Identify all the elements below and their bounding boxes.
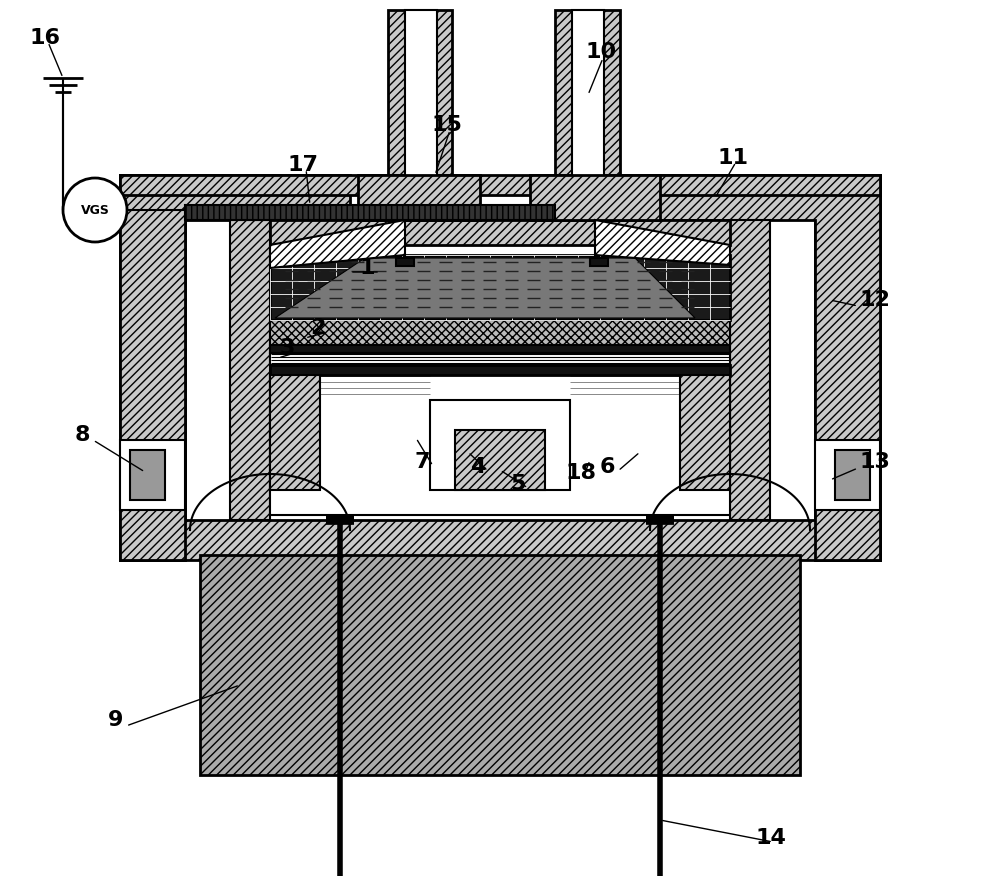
Text: 18: 18 — [565, 463, 596, 483]
Text: 3: 3 — [280, 338, 295, 358]
Bar — [590, 258, 608, 266]
Circle shape — [63, 178, 127, 242]
Text: 8: 8 — [75, 425, 90, 445]
Polygon shape — [120, 175, 185, 560]
Text: 13: 13 — [860, 452, 891, 472]
Bar — [270, 365, 730, 375]
Polygon shape — [388, 10, 452, 175]
Text: 5: 5 — [510, 474, 525, 494]
Polygon shape — [595, 220, 730, 265]
Bar — [185, 205, 555, 220]
Text: 15: 15 — [432, 115, 463, 135]
Bar — [680, 375, 730, 490]
Text: 7: 7 — [415, 452, 430, 472]
Polygon shape — [120, 175, 880, 195]
Polygon shape — [555, 10, 620, 175]
Bar — [270, 353, 730, 365]
Text: 2: 2 — [310, 318, 325, 338]
Bar — [130, 450, 165, 500]
Bar — [455, 430, 545, 490]
Bar — [270, 345, 730, 353]
Polygon shape — [275, 258, 695, 318]
Text: 12: 12 — [860, 290, 891, 310]
Bar — [572, 10, 604, 185]
Polygon shape — [650, 175, 880, 560]
Bar — [270, 375, 730, 515]
Polygon shape — [815, 175, 880, 560]
Text: 1: 1 — [360, 258, 376, 278]
Text: 14: 14 — [755, 828, 786, 848]
Text: 6: 6 — [600, 457, 616, 477]
Bar — [270, 255, 730, 320]
Bar — [430, 400, 570, 490]
Text: VGS: VGS — [81, 203, 109, 216]
Polygon shape — [530, 175, 660, 220]
Text: 17: 17 — [288, 155, 319, 175]
Polygon shape — [270, 220, 730, 245]
Polygon shape — [730, 220, 770, 520]
Polygon shape — [120, 175, 350, 560]
Bar — [396, 258, 414, 266]
Bar — [815, 440, 880, 510]
Text: 11: 11 — [718, 148, 749, 168]
Bar — [835, 450, 870, 500]
Bar — [270, 375, 320, 490]
Text: 9: 9 — [108, 710, 123, 730]
Polygon shape — [270, 220, 405, 268]
Text: 10: 10 — [585, 42, 616, 62]
Bar — [120, 440, 185, 510]
Text: 4: 4 — [470, 457, 485, 477]
Polygon shape — [120, 520, 880, 560]
Bar — [270, 320, 730, 345]
Text: 16: 16 — [30, 28, 61, 48]
Polygon shape — [358, 175, 480, 220]
Bar — [200, 555, 800, 775]
Bar — [405, 10, 437, 185]
Polygon shape — [230, 220, 270, 520]
